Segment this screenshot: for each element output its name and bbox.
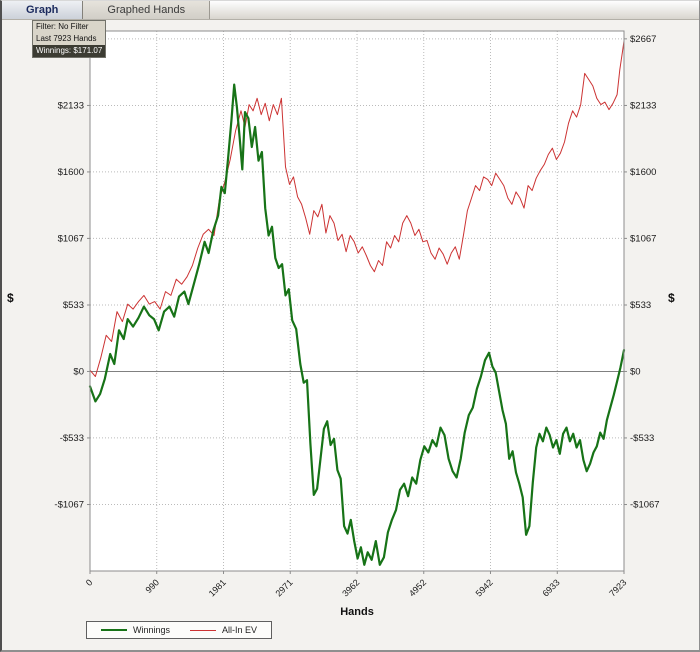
svg-text:$1067: $1067 — [58, 233, 84, 244]
svg-text:-$1067: -$1067 — [630, 500, 660, 511]
svg-text:$533: $533 — [630, 300, 651, 311]
svg-text:$0: $0 — [73, 366, 84, 377]
svg-text:$0: $0 — [630, 366, 641, 377]
svg-text:$1067: $1067 — [630, 233, 656, 244]
svg-text:-$533: -$533 — [60, 433, 84, 444]
legend-item-winnings: Winnings — [101, 625, 170, 635]
svg-text:-$1067: -$1067 — [54, 500, 84, 511]
legend-item-allin-ev: All-In EV — [190, 625, 257, 635]
winnings-chart: $2667$2667$2133$2133$1600$1600$1067$1067… — [54, 30, 660, 599]
y-axis-title-right: $ — [668, 291, 675, 305]
winnings-line-swatch — [101, 629, 127, 631]
svg-text:$1600: $1600 — [630, 167, 656, 178]
chart-region: Filter: No Filter Last 7923 Hands Winnin… — [2, 19, 699, 650]
winnings-total-label: Winnings: $171.07 — [33, 45, 106, 57]
svg-text:7923: 7923 — [607, 577, 628, 598]
tab-graphed-hands-label: Graphed Hands — [107, 4, 186, 16]
svg-text:6933: 6933 — [540, 577, 561, 598]
svg-text:$1600: $1600 — [58, 167, 84, 178]
tab-graph-label: Graph — [26, 4, 59, 16]
svg-text:2971: 2971 — [273, 577, 294, 598]
tab-graphed-hands[interactable]: Graphed Hands — [83, 1, 211, 19]
svg-text:1981: 1981 — [207, 577, 228, 598]
allin-ev-legend-label: All-In EV — [222, 625, 258, 635]
svg-text:$2133: $2133 — [630, 100, 656, 111]
svg-text:-$533: -$533 — [630, 433, 654, 444]
svg-text:4952: 4952 — [407, 577, 428, 598]
tab-graph[interactable]: Graph — [2, 1, 84, 19]
svg-text:3962: 3962 — [340, 577, 361, 598]
svg-text:$2667: $2667 — [630, 34, 656, 45]
svg-text:990: 990 — [143, 577, 161, 595]
svg-text:$533: $533 — [63, 300, 84, 311]
allin-ev-line-swatch — [190, 629, 217, 631]
y-axis-title-left: $ — [7, 291, 14, 305]
filter-label: Filter: No Filter — [36, 22, 89, 31]
filter-info-box: Filter: No Filter Last 7923 Hands Winnin… — [32, 20, 107, 58]
winnings-legend-label: Winnings — [133, 625, 171, 635]
tab-bar: Graph Graphed Hands — [2, 1, 699, 20]
svg-text:$2133: $2133 — [58, 100, 84, 111]
legend: Winnings All-In EV — [86, 621, 273, 639]
hands-count-label: Last 7923 Hands — [36, 34, 97, 43]
svg-text:5942: 5942 — [474, 577, 495, 598]
x-axis-title: Hands — [340, 606, 374, 618]
svg-text:0: 0 — [84, 577, 95, 588]
